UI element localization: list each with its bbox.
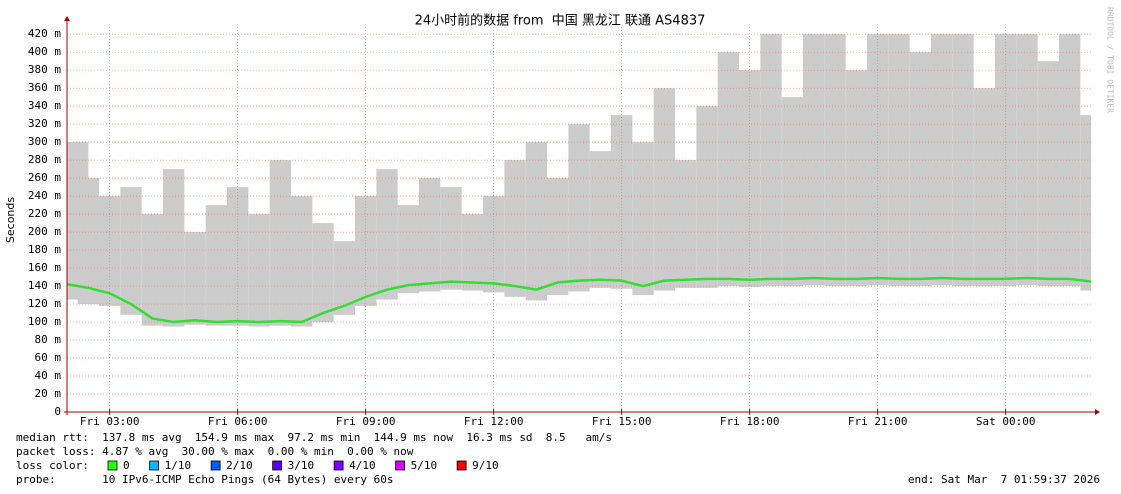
smoke: [184, 232, 206, 325]
smoke: [1080, 115, 1091, 291]
y-tick-label: 340 m: [28, 99, 61, 112]
legend-label: 0: [123, 459, 130, 472]
smoke: [568, 124, 590, 292]
y-tick-label: 220 m: [28, 207, 61, 220]
y-tick-label: 200 m: [28, 225, 61, 238]
y-tick-label: 320 m: [28, 117, 61, 130]
smoke: [77, 178, 99, 305]
smoke: [760, 34, 782, 287]
smoke: [909, 52, 931, 287]
smoke: [632, 142, 654, 296]
stats-line: median rtt: 137.8 ms avg 154.9 ms max 97…: [16, 431, 612, 444]
legend-label: 9/10: [472, 459, 499, 472]
legend-label: 4/10: [349, 459, 376, 472]
loss-title: loss color:: [16, 459, 89, 472]
watermark: RRDTOOL / TOBI OETIKER: [1106, 7, 1115, 113]
legend-swatch: [272, 460, 283, 471]
smoke: [163, 169, 185, 327]
smoke: [120, 187, 142, 315]
legend-swatch: [107, 460, 118, 471]
smoke: [376, 169, 398, 300]
x-tick-label: Fri 06:00: [208, 415, 268, 428]
smoke: [333, 241, 355, 315]
smoke: [952, 34, 974, 287]
legend-swatch: [456, 460, 467, 471]
legend-label: 3/10: [288, 459, 315, 472]
smoke: [461, 214, 483, 291]
legend-label: 5/10: [411, 459, 438, 472]
smoke: [504, 160, 526, 297]
x-tick-label: Fri 12:00: [464, 415, 524, 428]
legend-swatch: [149, 460, 160, 471]
y-tick-label: 260 m: [28, 171, 61, 184]
y-tick-label: 160 m: [28, 261, 61, 274]
y-tick-label: 420 m: [28, 27, 61, 40]
smoke: [653, 88, 675, 291]
y-tick-label: 60 m: [35, 351, 62, 364]
legend-swatch: [333, 460, 344, 471]
smoke: [1016, 34, 1038, 286]
smoke: [1037, 61, 1059, 287]
legend-label: 1/10: [165, 459, 192, 472]
y-tick-label: 140 m: [28, 279, 61, 292]
probe: probe: 10 IPv6-ICMP Echo Pings (64 Bytes…: [16, 473, 394, 486]
smoke: [248, 214, 270, 327]
x-tick-label: Fri 15:00: [592, 415, 652, 428]
y-tick-label: 240 m: [28, 189, 61, 202]
chart-title: 24小时前的数据 from 中国 黑龙江 联通 AS4837: [415, 13, 706, 29]
smoke: [803, 34, 825, 286]
x-tick-label: Fri 09:00: [336, 415, 396, 428]
y-tick-label: 400 m: [28, 45, 61, 58]
smoke: [291, 196, 313, 327]
x-tick-label: Sat 00:00: [976, 415, 1036, 428]
smoke: [696, 106, 718, 288]
smoke: [717, 52, 739, 287]
y-tick-label: 0: [54, 405, 61, 418]
smoke: [269, 160, 291, 326]
stats-line: packet loss: 4.87 % avg 30.00 % max 0.00…: [16, 445, 414, 458]
y-tick-label: 280 m: [28, 153, 61, 166]
smoke: [355, 196, 377, 306]
y-tick-label: 180 m: [28, 243, 61, 256]
arrow: [1095, 409, 1100, 415]
smoke: [589, 151, 611, 288]
y-axis-label: Seconds: [4, 197, 17, 243]
y-tick-label: 100 m: [28, 315, 61, 328]
legend-label: 2/10: [226, 459, 253, 472]
x-tick-label: Fri 21:00: [848, 415, 908, 428]
smoke: [227, 187, 249, 326]
end-time: end: Sat Mar 7 01:59:37 2026: [908, 473, 1100, 486]
y-tick-label: 380 m: [28, 63, 61, 76]
y-tick-label: 360 m: [28, 81, 61, 94]
legend-swatch: [210, 460, 221, 471]
median-line: [66, 276, 1092, 324]
smoke: [440, 187, 462, 290]
y-tick-label: 120 m: [28, 297, 61, 310]
smoke: [973, 88, 995, 287]
smoke: [995, 34, 1017, 287]
smoke: [419, 178, 441, 292]
legend-swatch: [395, 460, 406, 471]
smoke: [397, 205, 419, 294]
y-tick-label: 20 m: [35, 387, 62, 400]
smoke: [99, 196, 121, 306]
plot: [67, 34, 1091, 327]
smoke: [141, 214, 163, 326]
smoke: [547, 178, 569, 296]
y-tick-label: 80 m: [35, 333, 62, 346]
x-tick-label: Fri 18:00: [720, 415, 780, 428]
x-tick-label: Fri 03:00: [80, 415, 140, 428]
smoke: [525, 142, 547, 301]
smoke: [205, 205, 227, 326]
smoke: [781, 97, 803, 287]
smoke: [675, 160, 697, 288]
smoke: [312, 223, 334, 323]
arrow: [64, 16, 70, 21]
y-tick-label: 300 m: [28, 135, 61, 148]
y-tick-label: 40 m: [35, 369, 62, 382]
smoke: [931, 34, 953, 286]
